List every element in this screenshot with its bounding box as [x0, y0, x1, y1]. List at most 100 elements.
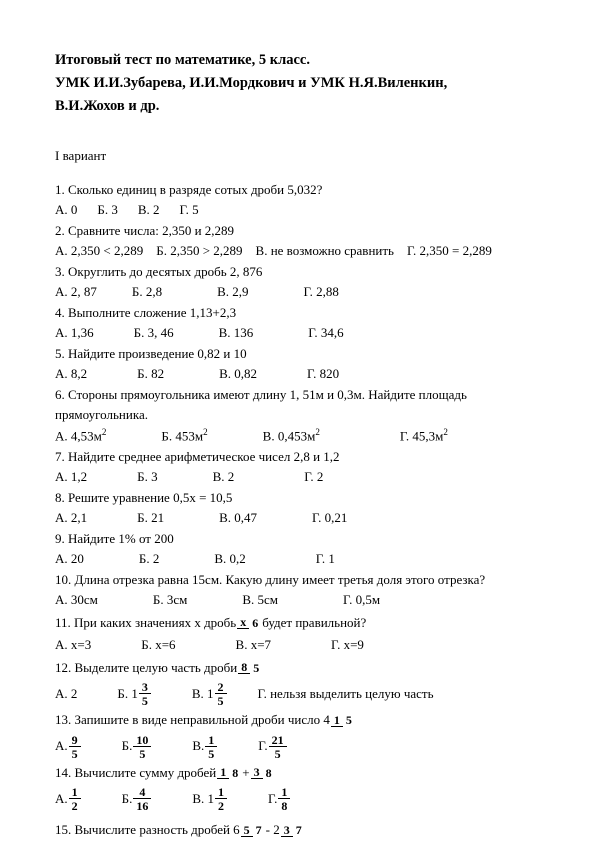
- q6-options: А. 4,53м2 Б. 453м2 В. 0,453м2 Г. 45,3м2: [55, 426, 540, 446]
- q12-text: 12. Выделите целую часть дроби 85: [55, 658, 540, 678]
- q12-frac: 85: [238, 660, 262, 674]
- q1-b: Б. 3: [97, 200, 117, 220]
- q11-post: будет правильной?: [262, 613, 366, 633]
- q11-text: 11. При каких значениях х дробь х6 будет…: [55, 613, 540, 633]
- q12-a: А. 2: [55, 684, 77, 704]
- q4-v: В. 136: [219, 323, 254, 343]
- q15-f2: 37: [281, 823, 305, 837]
- q12-pre: 12. Выделите целую часть дроби: [55, 658, 237, 678]
- q4-g: Г. 34,6: [308, 323, 343, 343]
- q12-options: А. 2 Б. 135 В. 125 Г. нельзя выделить це…: [55, 680, 540, 707]
- q14-g: Г. 18: [268, 785, 291, 812]
- q2-options: А. 2,350 < 2,289 Б. 2,350 > 2,289 В. не …: [55, 241, 540, 261]
- q13-a: А. 95: [55, 733, 82, 760]
- q5-options: А. 8,2 Б. 82 В. 0,82 Г. 820: [55, 364, 540, 384]
- q5-text: 5. Найдите произведение 0,82 и 10: [55, 344, 540, 364]
- q7-text: 7. Найдите среднее арифметическое чисел …: [55, 447, 540, 467]
- q15-f1: 57: [241, 823, 265, 837]
- q2-a: А. 2,350 < 2,289: [55, 241, 143, 261]
- q14-text: 14. Вычислите сумму дробей 18 + 38: [55, 763, 540, 783]
- q10-b: Б. 3см: [153, 590, 187, 610]
- q8-text: 8. Решите уравнение 0,5х = 10,5: [55, 488, 540, 508]
- q10-v: В. 5см: [242, 590, 278, 610]
- q13-v: В. 15: [192, 733, 218, 760]
- q9-v: В. 0,2: [214, 549, 245, 569]
- q11-a: А. х=3: [55, 635, 91, 655]
- q6-g: Г. 45,3м2: [400, 426, 448, 446]
- q3-a: А. 2, 87: [55, 282, 97, 302]
- q13-g: Г. 215: [258, 733, 287, 760]
- q8-v: В. 0,47: [219, 508, 257, 528]
- q4-b: Б. 3, 46: [134, 323, 174, 343]
- q8-a: А. 2,1: [55, 508, 87, 528]
- q14-plus: +: [242, 763, 249, 783]
- title-line-2: УМК И.И.Зубарева, И.И.Мордкович и УМК Н.…: [55, 73, 540, 95]
- q1-a: А. 0: [55, 200, 77, 220]
- q14-b: Б. 416: [122, 785, 153, 812]
- q9-options: А. 20 Б. 2 В. 0,2 Г. 1: [55, 549, 540, 569]
- q8-options: А. 2,1 Б. 21 В. 0,47 Г. 0,21: [55, 508, 540, 528]
- q9-a: А. 20: [55, 549, 84, 569]
- q2-v: В. не возможно сравнить: [256, 241, 394, 261]
- q1-g: Г. 5: [180, 200, 199, 220]
- q7-a: А. 1,2: [55, 467, 87, 487]
- q11-v: В. х=7: [236, 635, 272, 655]
- q7-options: А. 1,2 Б. 3 В. 2 Г. 2: [55, 467, 540, 487]
- q5-g: Г. 820: [307, 364, 339, 384]
- q6-b: Б. 453м2: [161, 426, 207, 446]
- q7-g: Г. 2: [304, 467, 323, 487]
- q3-options: А. 2, 87 Б. 2,8 В. 2,9 Г. 2,88: [55, 282, 540, 302]
- q14-v: В. 112: [192, 785, 228, 812]
- q6-a: А. 4,53м2: [55, 426, 106, 446]
- title-line-1: Итоговый тест по математике, 5 класс.: [55, 50, 540, 72]
- q12-v: В. 125: [192, 680, 228, 707]
- q14-pre: 14. Вычислите сумму дробей: [55, 763, 216, 783]
- q6-line2: прямоугольника.: [55, 405, 540, 425]
- q1-v: В. 2: [138, 200, 160, 220]
- q13-text: 13. Запишите в виде неправильной дроби ч…: [55, 710, 540, 730]
- q11-frac: х6: [237, 615, 261, 629]
- q2-b: Б. 2,350 > 2,289: [156, 241, 242, 261]
- q13-frac: 15: [331, 713, 355, 727]
- q12-g: Г. нельзя выделить целую часть: [258, 684, 434, 704]
- q13-b: Б. 105: [122, 733, 153, 760]
- q3-text: 3. Округлить до десятых дробь 2, 876: [55, 262, 540, 282]
- q9-text: 9. Найдите 1% от 200: [55, 529, 540, 549]
- q4-text: 4. Выполните сложение 1,13+2,3: [55, 303, 540, 323]
- q4-a: А. 1,36: [55, 323, 94, 343]
- q1-options: А. 0 Б. 3 В. 2 Г. 5: [55, 200, 540, 220]
- q10-options: А. 30см Б. 3см В. 5см Г. 0,5м: [55, 590, 540, 610]
- q13-pre: 13. Запишите в виде неправильной дроби ч…: [55, 710, 330, 730]
- q15-minus: - 2: [266, 820, 280, 840]
- q10-text: 10. Длина отрезка равна 15см. Какую длин…: [55, 570, 540, 590]
- q11-b: Б. х=6: [141, 635, 175, 655]
- q9-b: Б. 2: [139, 549, 159, 569]
- q3-v: В. 2,9: [217, 282, 248, 302]
- q9-g: Г. 1: [316, 549, 335, 569]
- q14-a: А. 12: [55, 785, 82, 812]
- q5-b: Б. 82: [137, 364, 164, 384]
- q11-pre: 11. При каких значениях х дробь: [55, 613, 236, 633]
- title-line-2-bold: УМК: [55, 75, 93, 91]
- q6-line1: 6. Стороны прямоугольника имеют длину 1,…: [55, 385, 540, 405]
- q1-text: 1. Сколько единиц в разряде сотых дроби …: [55, 180, 540, 200]
- q5-a: А. 8,2: [55, 364, 87, 384]
- q13-options: А. 95 Б. 105 В. 15 Г. 215: [55, 733, 540, 760]
- q14-options: А. 12 Б. 416 В. 112 Г. 18: [55, 785, 540, 812]
- q8-g: Г. 0,21: [312, 508, 347, 528]
- q11-g: Г. х=9: [331, 635, 364, 655]
- title-line-2-rest: И.И.Зубарева, И.И.Мордкович и УМК Н.Я.Ви…: [93, 75, 447, 91]
- q10-g: Г. 0,5м: [343, 590, 380, 610]
- q2-g: Г. 2,350 = 2,289: [407, 241, 492, 261]
- q7-v: В. 2: [213, 467, 235, 487]
- q14-f2: 38: [251, 765, 275, 779]
- q15-pre: 15. Вычислите разность дробей 6: [55, 820, 240, 840]
- q8-b: Б. 21: [137, 508, 164, 528]
- variant-label: I вариант: [55, 146, 540, 166]
- q14-f1: 18: [217, 765, 241, 779]
- q2-text: 2. Сравните числа: 2,350 и 2,289: [55, 221, 540, 241]
- q4-options: А. 1,36 Б. 3, 46 В. 136 Г. 34,6: [55, 323, 540, 343]
- q3-b: Б. 2,8: [132, 282, 162, 302]
- q12-b: Б. 135: [117, 680, 151, 707]
- q15-text: 15. Вычислите разность дробей 6 57 - 2 3…: [55, 820, 540, 840]
